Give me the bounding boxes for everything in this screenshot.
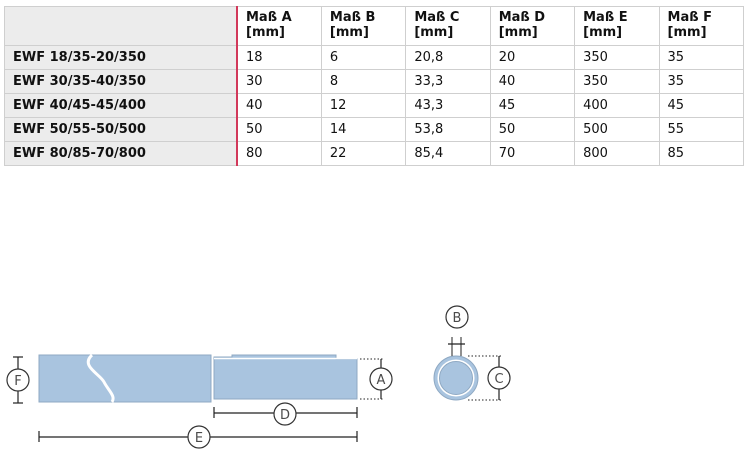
label-c: C: [494, 372, 503, 387]
cell-mass-b: 22: [320, 141, 407, 166]
header-blank-cell: [4, 6, 238, 46]
row-name: EWF 40/45-45/400: [4, 93, 238, 118]
table-row: EWF 50/55-50/500 50 14 53,8 50 500 55: [4, 117, 745, 142]
cell-mass-f: 55: [658, 117, 745, 142]
cell-mass-e: 350: [574, 45, 660, 70]
table-row: EWF 30/35-40/350 30 8 33,3 40 350 35: [4, 69, 745, 94]
row-name: EWF 18/35-20/350: [4, 45, 238, 70]
cell-mass-a: 40: [235, 93, 322, 118]
header-mass-f: Maß F [mm]: [658, 6, 745, 46]
cell-mass-e: 800: [574, 141, 660, 166]
cell-mass-b: 14: [320, 117, 407, 142]
label-e: E: [195, 431, 203, 446]
row-name: EWF 50/55-50/500: [4, 117, 238, 142]
cell-mass-f: 45: [658, 93, 745, 118]
small-tube-section: [213, 354, 358, 400]
cell-mass-b: 6: [320, 45, 407, 70]
cell-mass-e: 500: [574, 117, 660, 142]
cell-mass-b: 8: [320, 69, 407, 94]
row-name: EWF 30/35-40/350: [4, 69, 238, 94]
header-mass-a: Maß A [mm]: [235, 6, 322, 46]
table-row: EWF 80/85-70/800 80 22 85,4 70 800 85: [4, 141, 745, 166]
dimension-e: E: [38, 425, 358, 449]
side-view-drawing: [38, 353, 358, 403]
row-name: EWF 80/85-70/800: [4, 141, 238, 166]
header-mass-b: Maß B [mm]: [320, 6, 407, 46]
cell-mass-d: 20: [489, 45, 576, 70]
cell-mass-a: 80: [235, 141, 322, 166]
dimension-table: Maß A [mm] Maß B [mm] Maß C [mm] Maß D [mm] …: [4, 6, 745, 166]
tube-break-line: [86, 353, 115, 403]
cell-mass-d: 70: [489, 141, 576, 166]
dimension-c: C: [468, 355, 511, 401]
label-d: D: [280, 408, 290, 423]
label-a: A: [377, 373, 386, 388]
dimension-a: A: [360, 358, 393, 400]
label-f: F: [14, 374, 21, 389]
header-mass-c: Maß C [mm]: [405, 6, 491, 46]
header-mass-d: Maß D [mm]: [489, 6, 576, 46]
large-tube-section: [38, 354, 212, 403]
table-row: EWF 40/45-45/400 40 12 43,3 45 400 45: [4, 93, 745, 118]
dimension-f: F: [6, 356, 30, 404]
cell-mass-a: 30: [235, 69, 322, 94]
cell-mass-c: 20,8: [405, 45, 491, 70]
cell-mass-c: 85,4: [405, 141, 491, 166]
label-b: B: [453, 311, 462, 326]
dimension-b: B: [445, 305, 469, 356]
inner-tube: [439, 361, 473, 395]
cell-mass-c: 33,3: [405, 69, 491, 94]
cell-mass-f: 35: [658, 69, 745, 94]
dimension-d: D: [213, 402, 358, 426]
cell-mass-c: 53,8: [405, 117, 491, 142]
cell-mass-f: 85: [658, 141, 745, 166]
table-row: EWF 18/35-20/350 18 6 20,8 20 350 35: [4, 45, 745, 70]
end-view-drawing: [433, 355, 479, 401]
